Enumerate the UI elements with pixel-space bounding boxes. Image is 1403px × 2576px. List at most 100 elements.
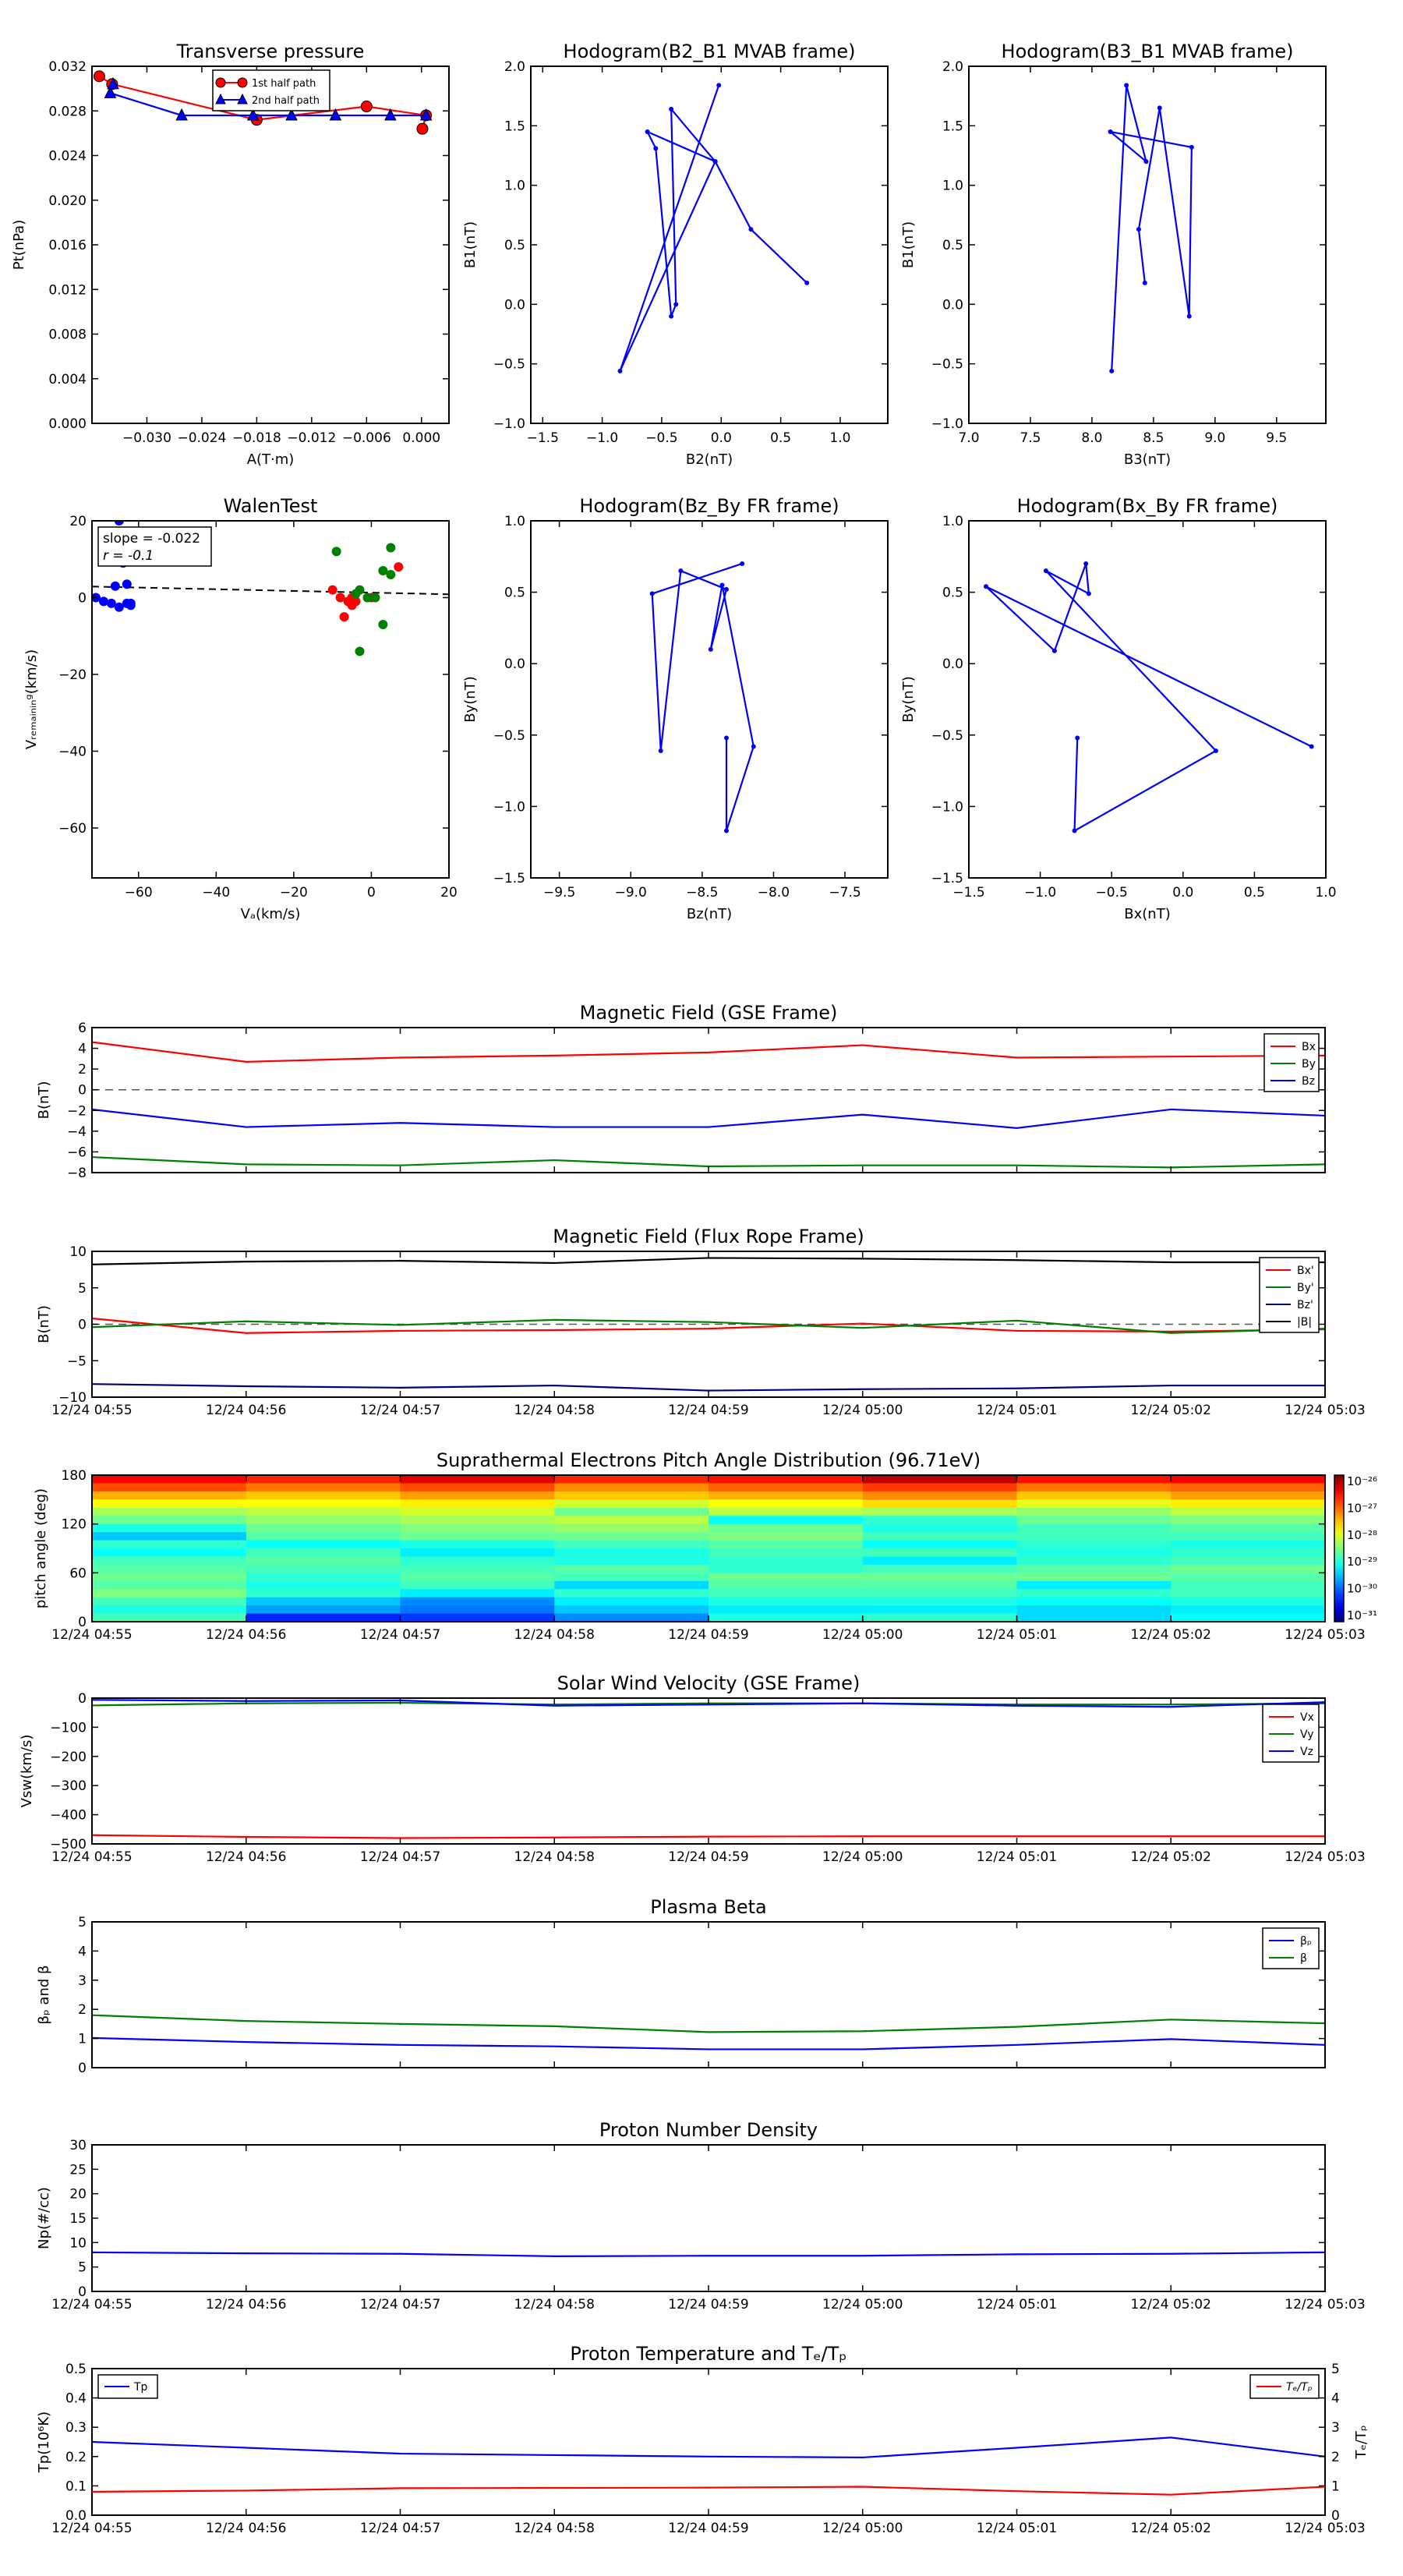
pad-cell [400,1523,555,1533]
mf_fr-legend-label: Bz' [1297,1299,1313,1311]
beta-ytick-label: 0 [78,2061,87,2076]
h4-xtick-label: −1.0 [1024,885,1056,901]
pad-cell [1016,1605,1172,1615]
np-series-np [92,2251,1325,2257]
pad-xtick-label: 12/24 04:55 [51,1627,132,1643]
pad-cell [92,1499,247,1509]
vsw-xtick-label: 12/24 04:56 [206,1849,286,1865]
pad-cell [92,1523,247,1533]
temp-xtick-label: 12/24 04:57 [360,2521,440,2536]
tp-xtick-label: 0.000 [402,430,440,446]
h3-xtick-label: −7.5 [829,885,861,901]
pad-cell [1016,1499,1172,1509]
temp-y2tick-label: 4 [1331,2391,1340,2407]
pad-cell [92,1516,247,1525]
chart-tp: Transverse pressure 0.000 0.004 0.008 0.012 0… [11,41,450,468]
vsw-legend-label: Vy [1300,1729,1314,1741]
walen-xtick-label: 0 [367,885,376,901]
tp-ytick-label: 0.032 [48,59,87,75]
h4-ylabel: By(nT) [900,676,917,722]
h4-plot-frame [968,520,1327,879]
temp-xtick-label: 12/24 04:55 [51,2521,132,2536]
h2-xtick-label: 8.0 [1081,430,1102,446]
pad-xtick-label: 12/24 04:57 [360,1627,440,1643]
pad-cell [246,1548,401,1558]
h2-point [1143,159,1149,165]
h3-xlabel: Bz(nT) [687,906,732,922]
h1-ytick-label: 0.5 [504,238,525,253]
h3-point [723,735,729,741]
h1-point [669,106,674,111]
h2-point [1108,129,1113,134]
pad-cell [709,1475,864,1484]
walen-point [106,598,116,608]
pad-cell [862,1573,1018,1582]
temp-y2tick-label: 3 [1331,2420,1340,2436]
temp-xtick-label: 12/24 04:56 [206,2521,286,2536]
pad-cell [862,1516,1018,1525]
temp-legend-left: Tp [97,2374,158,2399]
vsw-xtick-label: 12/24 05:03 [1285,1849,1365,1865]
walen-point [386,543,396,553]
h1-ytick-label: 1.0 [504,179,525,194]
pad-cell [400,1556,555,1566]
pad-cell [1016,1540,1172,1549]
beta-ytick-label: 2 [78,2002,87,2018]
pad-xtick-label: 12/24 05:00 [822,1627,903,1643]
vsw-ytick-label: 0 [78,1691,87,1707]
pad-ylabel: pitch angle (deg) [33,1488,49,1608]
pad-colorbar-label: 10⁻²⁸ [1347,1528,1377,1542]
beta-ytick-label: 3 [78,1973,87,1989]
pad-cell [246,1605,401,1615]
tp-xtick-label: −0.030 [122,430,171,446]
walen-ytick-label: −20 [58,667,87,683]
pad-cell [1171,1573,1326,1582]
h1-ytick-label: −0.5 [493,357,525,373]
pad-cell [862,1532,1018,1541]
tp-legend: 1st half path 2nd half path [212,69,330,111]
walen-ytick-label: 0 [78,590,87,606]
tp-ytick-label: 0.016 [48,238,87,253]
vsw-data [92,1699,1325,1839]
h4-point [1086,591,1091,596]
pad-cell [246,1597,401,1606]
h3-point [719,582,725,588]
vsw-xtick-label: 12/24 04:57 [360,1849,440,1865]
mf_gse-ytick-label: 6 [78,1021,87,1036]
pad-xtick-label: 12/24 05:01 [977,1627,1057,1643]
walen-point [370,593,380,603]
pad-cell [92,1507,247,1516]
pad-cell [862,1605,1018,1615]
h3-series-line [651,562,755,831]
pad-cell [709,1589,864,1598]
temp-xtick-label: 12/24 05:01 [977,2521,1057,2536]
h3-point [678,568,684,574]
vsw-title: Solar Wind Velocity (GSE Frame) [557,1672,861,1694]
pad-cell [400,1580,555,1590]
mf_gse-ytick-label: 0 [78,1083,87,1099]
pad-cell [246,1475,401,1484]
mf_gse-title: Magnetic Field (GSE Frame) [580,1002,838,1024]
walen-xtick-label: −60 [125,885,153,901]
temp-ytick-label: 0.5 [65,2362,87,2377]
h2-point [1142,280,1147,285]
walen-plot-frame [91,520,450,879]
pad-cell [554,1564,709,1573]
pad-cell [1016,1597,1172,1606]
tp-ytick-label: 0.004 [48,372,87,387]
h1-ytick-label: −1.0 [493,416,525,432]
pad-cell [709,1613,864,1622]
walen-title: WalenTest [224,495,318,517]
h3-ytick-label: 0.0 [504,656,525,672]
np-xtick-label: 12/24 04:55 [51,2297,132,2312]
mf_fr-xtick-label: 12/24 04:57 [360,1403,440,1418]
pad-ytick-label: 0 [78,1615,87,1630]
h3-xtick-label: −8.0 [758,885,790,901]
temp-legend-right: Tₑ/Tₚ [1249,2374,1320,2399]
mf_gse-plot-frame [91,1027,1326,1173]
h4-point [1075,735,1080,741]
chart-mf_gse: Magnetic Field (GSE Frame) 6 4 2 0 −2 −4 −6 −8 B(… [36,1002,1326,1181]
mf_fr-series-bz' [92,1383,1325,1392]
tp-point [175,108,188,121]
chart-h4: Hodogram(Bx_By FR frame) −1.5 −1.0 −0.5 0.0 0… [900,495,1337,922]
